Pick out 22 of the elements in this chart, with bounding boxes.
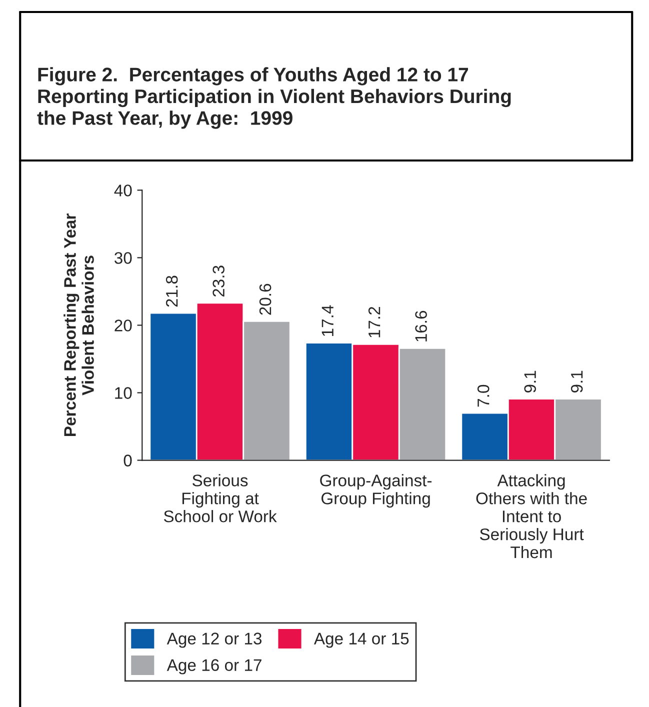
y-tick-label: 0 [124, 454, 132, 466]
y-tick-label: 40 [114, 184, 132, 196]
y-tick-label: 20 [114, 320, 132, 332]
text: 16.6 [415, 310, 427, 342]
legend-label: Age 14 or 15 [314, 632, 409, 648]
text: 9.1 [524, 370, 536, 392]
legend-label: Age 12 or 13 [166, 632, 262, 648]
text: 23.3 [212, 266, 224, 297]
text: 17.4 [322, 305, 334, 336]
y-tick-label: 10 [115, 387, 132, 399]
x-tick-label: Attacking Others with the Intent to Seriously Hurt Them [476, 474, 587, 558]
y-tick-label: 30 [114, 252, 132, 264]
text: 9.1 [570, 370, 583, 392]
y-axis-title: Percent Reporting Past Year Violent Behaviors [64, 214, 94, 436]
text: 7.0 [477, 384, 490, 407]
x-tick-label: Group-Against- Group Fighting [320, 474, 432, 508]
text: 21.8 [166, 276, 178, 307]
x-tick-label: Serious Fighting at School or Work [164, 474, 277, 522]
text: 20.6 [259, 284, 272, 315]
text: 17.2 [368, 306, 380, 338]
legend-label: Age 16 or 17 [166, 659, 262, 674]
chart-title: Figure 2. Percentages of Youths Aged 12 to 17 Reporting Participation in Violent Behaviors During the Past Year, by Age: 1999 [37, 67, 511, 129]
